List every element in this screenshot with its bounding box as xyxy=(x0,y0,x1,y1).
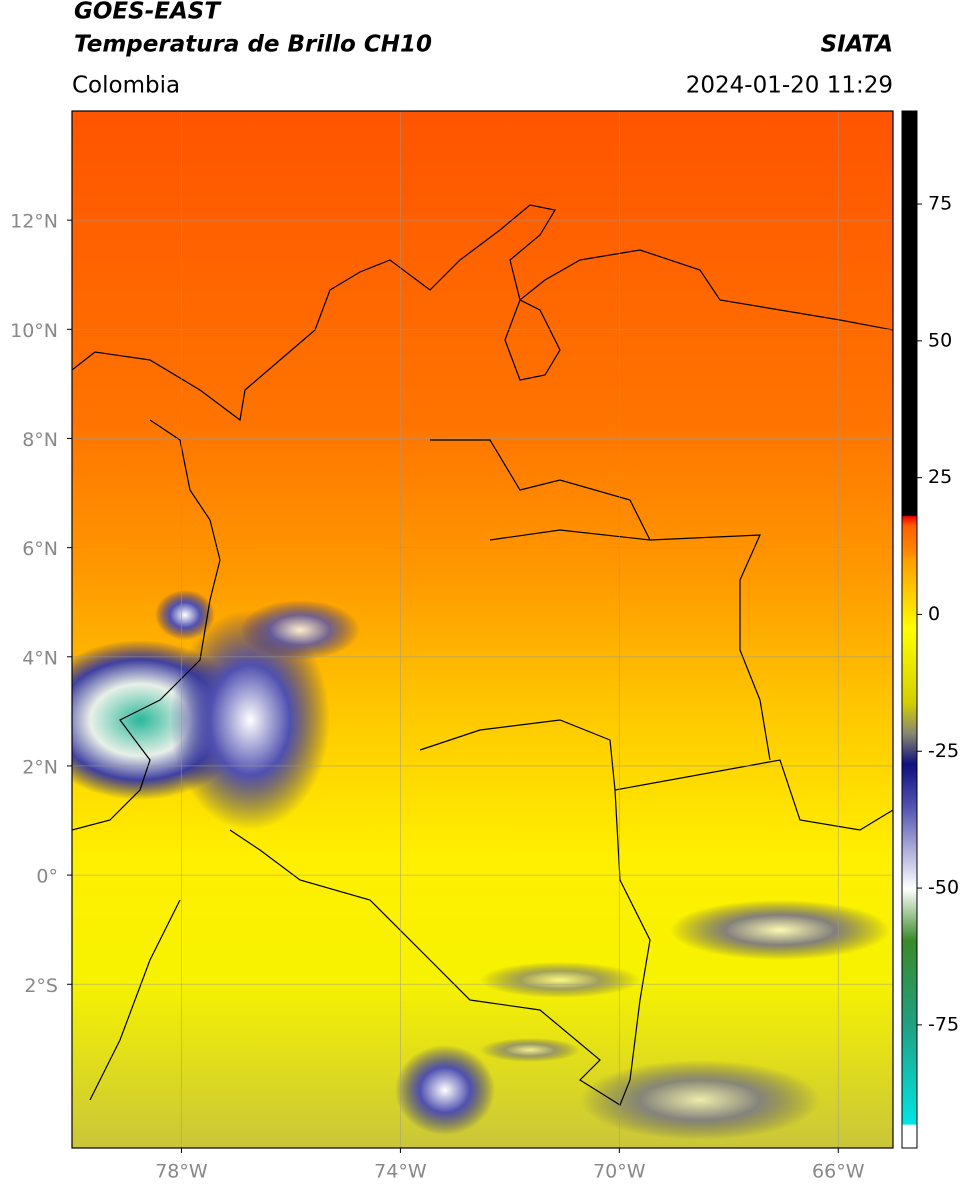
lat-tick-label: 2°S xyxy=(24,975,58,997)
colorbar-tick-label: -25 xyxy=(928,740,959,762)
title: GOES-EAST xyxy=(74,0,222,25)
colorbar-tick-label: 75 xyxy=(928,193,952,215)
lat-tick-label: 12°N xyxy=(10,211,58,233)
colorbar xyxy=(901,110,918,1149)
lon-tick-label: 66°W xyxy=(812,1161,865,1183)
colorbar-tick-label: -50 xyxy=(928,877,959,899)
cloud xyxy=(240,600,360,660)
datetime: 2024-01-20 11:29 xyxy=(686,73,893,99)
cloud xyxy=(480,1038,580,1062)
graticule xyxy=(67,111,893,1153)
border xyxy=(489,529,771,761)
lon-tick-label: 70°W xyxy=(593,1161,646,1183)
coastline xyxy=(72,419,221,831)
cloud xyxy=(480,962,640,998)
lat-tick-label: 10°N xyxy=(10,320,58,342)
border xyxy=(430,439,651,541)
lat-tick-label: 8°N xyxy=(22,429,58,451)
map-image xyxy=(72,111,893,1148)
colorbar-tick-label: 50 xyxy=(928,329,952,351)
border xyxy=(229,759,893,1106)
border xyxy=(419,719,616,791)
lat-tick-label: 4°N xyxy=(22,647,58,669)
lat-tick-label: 2°N xyxy=(22,756,58,778)
lon-tick-label: 78°W xyxy=(155,1161,208,1183)
colorbar-tick-label: 25 xyxy=(928,466,952,488)
cloud xyxy=(580,1060,820,1140)
source: SIATA xyxy=(821,32,893,58)
cloud xyxy=(395,1045,495,1135)
colorbar-tick-label: -75 xyxy=(928,1013,959,1035)
coastline xyxy=(504,299,561,381)
subtitle: Temperatura de Brillo CH10 xyxy=(74,32,432,58)
coastline xyxy=(89,899,181,1101)
map-frame xyxy=(71,110,894,1149)
region: Colombia xyxy=(72,73,180,99)
cloud xyxy=(670,900,890,960)
lon-tick-label: 74°W xyxy=(374,1161,427,1183)
lat-tick-label: 0° xyxy=(36,866,58,888)
cloud xyxy=(170,610,330,830)
colorbar-tick-label: 0 xyxy=(928,603,940,625)
colorbar-ticks: 75 50 25 0 -25 -50 -75 xyxy=(917,193,959,1035)
coastline xyxy=(72,204,893,422)
cloud xyxy=(155,590,215,640)
lat-tick-label: 6°N xyxy=(22,538,58,560)
